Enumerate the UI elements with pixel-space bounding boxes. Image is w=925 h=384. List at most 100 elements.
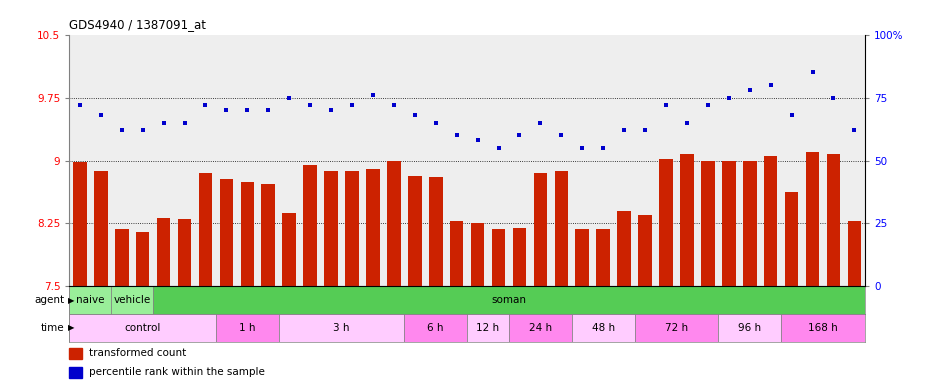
Bar — [764, 156, 778, 286]
Text: agent: agent — [34, 295, 65, 305]
Point — [784, 112, 799, 118]
Point — [763, 82, 778, 88]
Text: naive: naive — [76, 295, 105, 305]
Bar — [471, 223, 485, 286]
Bar — [408, 175, 422, 286]
Bar — [597, 229, 610, 286]
Bar — [73, 162, 87, 286]
Point — [240, 107, 254, 113]
Bar — [282, 213, 296, 286]
Text: soman: soman — [491, 295, 526, 305]
Point — [282, 94, 297, 101]
Bar — [450, 221, 463, 286]
Bar — [847, 221, 861, 286]
Text: 3 h: 3 h — [333, 323, 350, 333]
Point — [659, 102, 673, 108]
Point — [617, 127, 632, 133]
Point — [156, 120, 171, 126]
Bar — [617, 211, 631, 286]
Bar — [69, 314, 216, 342]
Bar — [572, 314, 635, 342]
Point — [135, 127, 150, 133]
Bar — [69, 286, 111, 314]
Point — [407, 112, 422, 118]
Point — [826, 94, 841, 101]
Bar — [534, 173, 548, 286]
Bar — [806, 152, 820, 286]
Bar — [111, 286, 154, 314]
Bar — [722, 161, 735, 286]
Text: ▶: ▶ — [68, 296, 75, 305]
Text: 48 h: 48 h — [592, 323, 615, 333]
Point — [365, 92, 380, 98]
Point — [93, 112, 108, 118]
Bar — [69, 348, 81, 359]
Bar — [325, 170, 338, 286]
Point — [219, 107, 234, 113]
Bar — [115, 229, 129, 286]
Point — [428, 120, 443, 126]
Bar — [278, 314, 404, 342]
Bar — [635, 314, 719, 342]
Text: 12 h: 12 h — [476, 323, 500, 333]
Point — [72, 102, 87, 108]
Text: control: control — [125, 323, 161, 333]
Point — [302, 102, 317, 108]
Bar — [345, 170, 359, 286]
Point — [345, 102, 360, 108]
Point — [596, 145, 611, 151]
Bar — [784, 192, 798, 286]
Point — [450, 132, 464, 138]
Bar — [680, 154, 694, 286]
Bar — [154, 286, 865, 314]
Point — [512, 132, 527, 138]
Bar — [701, 161, 715, 286]
Bar — [387, 161, 401, 286]
Point — [115, 127, 130, 133]
Bar — [303, 165, 317, 286]
Bar — [467, 314, 509, 342]
Bar — [719, 314, 781, 342]
Point — [743, 87, 758, 93]
Bar — [262, 184, 275, 286]
Bar — [219, 179, 233, 286]
Point — [470, 137, 485, 144]
Point — [847, 127, 862, 133]
Bar — [743, 161, 757, 286]
Text: 1 h: 1 h — [239, 323, 255, 333]
Text: 96 h: 96 h — [738, 323, 761, 333]
Bar — [492, 229, 505, 286]
Text: transformed count: transformed count — [89, 348, 187, 358]
Bar — [554, 170, 568, 286]
Bar — [827, 154, 840, 286]
Text: percentile rank within the sample: percentile rank within the sample — [89, 367, 265, 377]
Bar — [366, 169, 380, 286]
Bar — [404, 314, 467, 342]
Point — [387, 102, 401, 108]
Point — [533, 120, 548, 126]
Bar — [429, 177, 442, 286]
Bar — [69, 367, 81, 378]
Bar — [575, 229, 589, 286]
Text: GDS4940 / 1387091_at: GDS4940 / 1387091_at — [69, 18, 206, 31]
Point — [574, 145, 589, 151]
Text: 72 h: 72 h — [665, 323, 688, 333]
Point — [198, 102, 213, 108]
Point — [700, 102, 715, 108]
Text: 24 h: 24 h — [529, 323, 552, 333]
Bar — [240, 182, 254, 286]
Bar — [781, 314, 865, 342]
Bar — [94, 170, 107, 286]
Bar — [638, 215, 652, 286]
Bar — [509, 314, 572, 342]
Bar — [136, 232, 150, 286]
Bar — [660, 159, 672, 286]
Point — [554, 132, 569, 138]
Point — [805, 69, 820, 75]
Text: ▶: ▶ — [68, 323, 75, 333]
Bar — [199, 173, 212, 286]
Point — [637, 127, 652, 133]
Bar — [512, 228, 526, 286]
Text: time: time — [41, 323, 65, 333]
Point — [680, 120, 695, 126]
